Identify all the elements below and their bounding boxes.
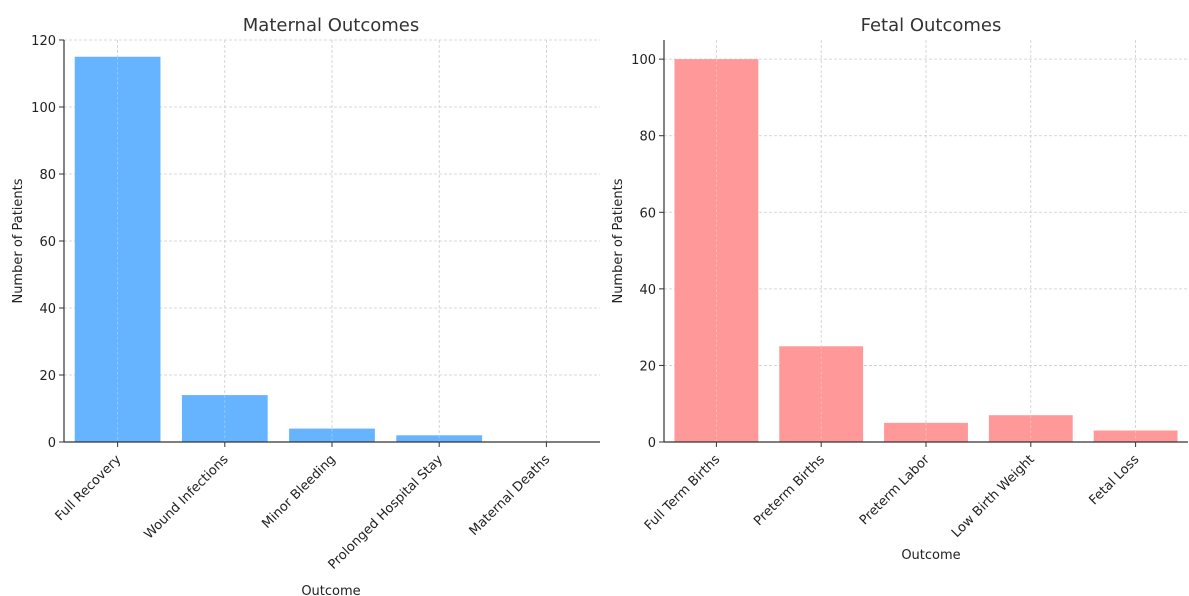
y-tick-label: 0	[648, 436, 656, 451]
bar	[289, 428, 375, 442]
bar	[988, 415, 1073, 442]
bar	[779, 346, 864, 442]
y-tick-label: 20	[39, 369, 56, 384]
bar	[884, 422, 968, 442]
chart-title: Fetal Outcomes	[861, 15, 1002, 36]
bar	[1093, 430, 1178, 442]
y-tick-label: 60	[639, 206, 656, 221]
x-tick-label: Full Term Births	[642, 452, 723, 533]
x-tick-label: Low Birth Weight	[949, 452, 1038, 541]
x-tick-label: Preterm Births	[751, 452, 828, 529]
x-tick-label: Full Recovery	[53, 452, 125, 524]
y-tick-label: 60	[39, 235, 56, 250]
bar	[396, 435, 483, 442]
y-tick-label: 100	[631, 53, 656, 68]
bar	[181, 395, 268, 442]
x-axis-label: Outcome	[901, 548, 960, 563]
chart-maternal-outcomes: Maternal Outcomes Number of Patients Out…	[11, 15, 600, 596]
x-tick-label: Prolonged Hospital Stay	[326, 452, 447, 573]
x-tick-label: Fetal Loss	[1087, 452, 1143, 508]
y-tick-label: 120	[31, 34, 56, 49]
y-tick-label: 80	[639, 130, 656, 145]
x-tick-label: Minor Bleeding	[259, 452, 338, 531]
y-tick-label: 40	[639, 283, 656, 298]
y-tick-label: 100	[31, 101, 56, 116]
y-tick-label: 40	[39, 302, 56, 317]
y-axis-label: Number of Patients	[11, 178, 26, 303]
chart-fetal-outcomes: Fetal Outcomes Number of Patients Outcom…	[611, 15, 1188, 563]
y-tick-label: 80	[39, 168, 56, 183]
x-tick-label: Wound Infections	[142, 452, 232, 542]
plot-area-fetal: 0 20 40 60 80 100 Full Term Births Preterm Birt…	[631, 40, 1188, 541]
y-tick-label: 0	[48, 436, 56, 451]
x-tick-label: Preterm Labor	[857, 452, 933, 528]
x-tick-label: Maternal Deaths	[467, 452, 554, 539]
y-tick-label: 20	[639, 359, 656, 374]
bar	[674, 59, 759, 443]
y-axis-label: Number of Patients	[611, 178, 626, 303]
plot-area-maternal: 0 20 40 60 80 100 120 Full Recovery Wound Infect…	[31, 34, 600, 573]
chart-title: Maternal Outcomes	[243, 15, 419, 36]
x-axis-label: Outcome	[301, 584, 360, 596]
bar	[74, 56, 161, 442]
